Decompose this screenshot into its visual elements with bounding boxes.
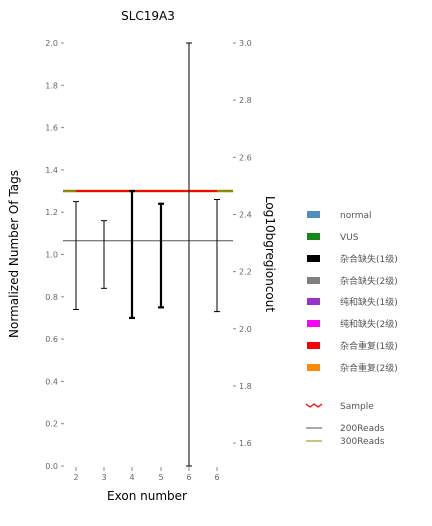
legend-swatch — [307, 277, 320, 284]
y-tick-label: 0.0 — [45, 462, 58, 471]
y2-axis: 1.6 1.8 2.0 2.2 2.4 2.6 2.8 3.0 — [233, 39, 252, 448]
y-axis: 0.0 0.2 0.4 0.6 0.8 1.0 1.2 1.4 1.6 1.8 2.0 — [45, 39, 64, 471]
y-tick-label: 0.4 — [45, 377, 58, 386]
error-bars — [73, 42, 220, 467]
y-axis-title: Normalized Number Of Tags — [7, 170, 21, 338]
y2-tick-label: 2.2 — [239, 268, 252, 277]
y2-tick-label: 3.0 — [239, 39, 252, 48]
legend-label: 200Reads — [340, 424, 385, 434]
legend-swatch — [305, 403, 323, 408]
legend-swatch — [307, 233, 320, 240]
legend-swatch — [307, 211, 320, 218]
y2-tick-label: 1.6 — [239, 439, 252, 448]
y-tick-label: 1.8 — [45, 81, 58, 90]
legend-label: VUS — [340, 233, 359, 243]
y2-tick-label: 2.4 — [239, 210, 252, 219]
y-tick-label: 1.2 — [45, 208, 58, 217]
y-tick-label: 0.2 — [45, 420, 58, 429]
y2-tick-label: 2.0 — [239, 325, 252, 334]
y2-axis-title: Log10bgregioncout — [263, 196, 277, 312]
legend-label: 杂合重复(2级) — [340, 362, 398, 374]
y-tick-label: 0.6 — [45, 335, 58, 344]
y2-tick-label: 2.6 — [239, 153, 252, 162]
x-tick-label: 2 — [73, 473, 78, 482]
chart-title: SLC19A3 — [121, 9, 175, 23]
y-tick-label: 1.4 — [45, 166, 58, 175]
x-tick-label: 6 — [214, 473, 219, 482]
legend-swatch — [307, 342, 320, 349]
y-tick-label: 0.8 — [45, 293, 58, 302]
legend-label: 300Reads — [340, 437, 385, 447]
legend-swatch — [307, 255, 320, 262]
y-tick-label: 2.0 — [45, 39, 58, 48]
legend-label: 杂合缺失(1级) — [340, 253, 398, 265]
legend-label: 杂合重复(1级) — [340, 340, 398, 352]
x-axis-title: Exon number — [107, 489, 187, 503]
reference-lines — [63, 189, 233, 242]
legend: normal VUS 杂合缺失(1级) 杂合缺失(2级) 纯和缺失(1级) 纯和缺失(2级… — [305, 211, 398, 447]
legend-label: Sample — [340, 402, 374, 412]
x-tick-label: 5 — [158, 473, 163, 482]
legend-swatch — [307, 298, 320, 305]
legend-label: 纯和缺失(2级) — [340, 318, 398, 330]
legend-label: 纯和缺失(1级) — [340, 296, 398, 308]
y2-tick-label: 1.8 — [239, 382, 252, 391]
legend-swatch — [307, 320, 320, 327]
y2-tick-label: 2.8 — [239, 96, 252, 105]
legend-label: 杂合缺失(2级) — [340, 275, 398, 287]
x-axis: 2 3 4 5 6 6 — [73, 467, 220, 482]
y-tick-label: 1.0 — [45, 251, 58, 260]
x-tick-label: 6 — [186, 473, 191, 482]
x-tick-label: 4 — [129, 473, 134, 482]
x-tick-label: 3 — [101, 473, 106, 482]
legend-label: normal — [340, 211, 372, 221]
y-tick-label: 1.6 — [45, 124, 58, 133]
legend-swatch — [307, 364, 320, 371]
